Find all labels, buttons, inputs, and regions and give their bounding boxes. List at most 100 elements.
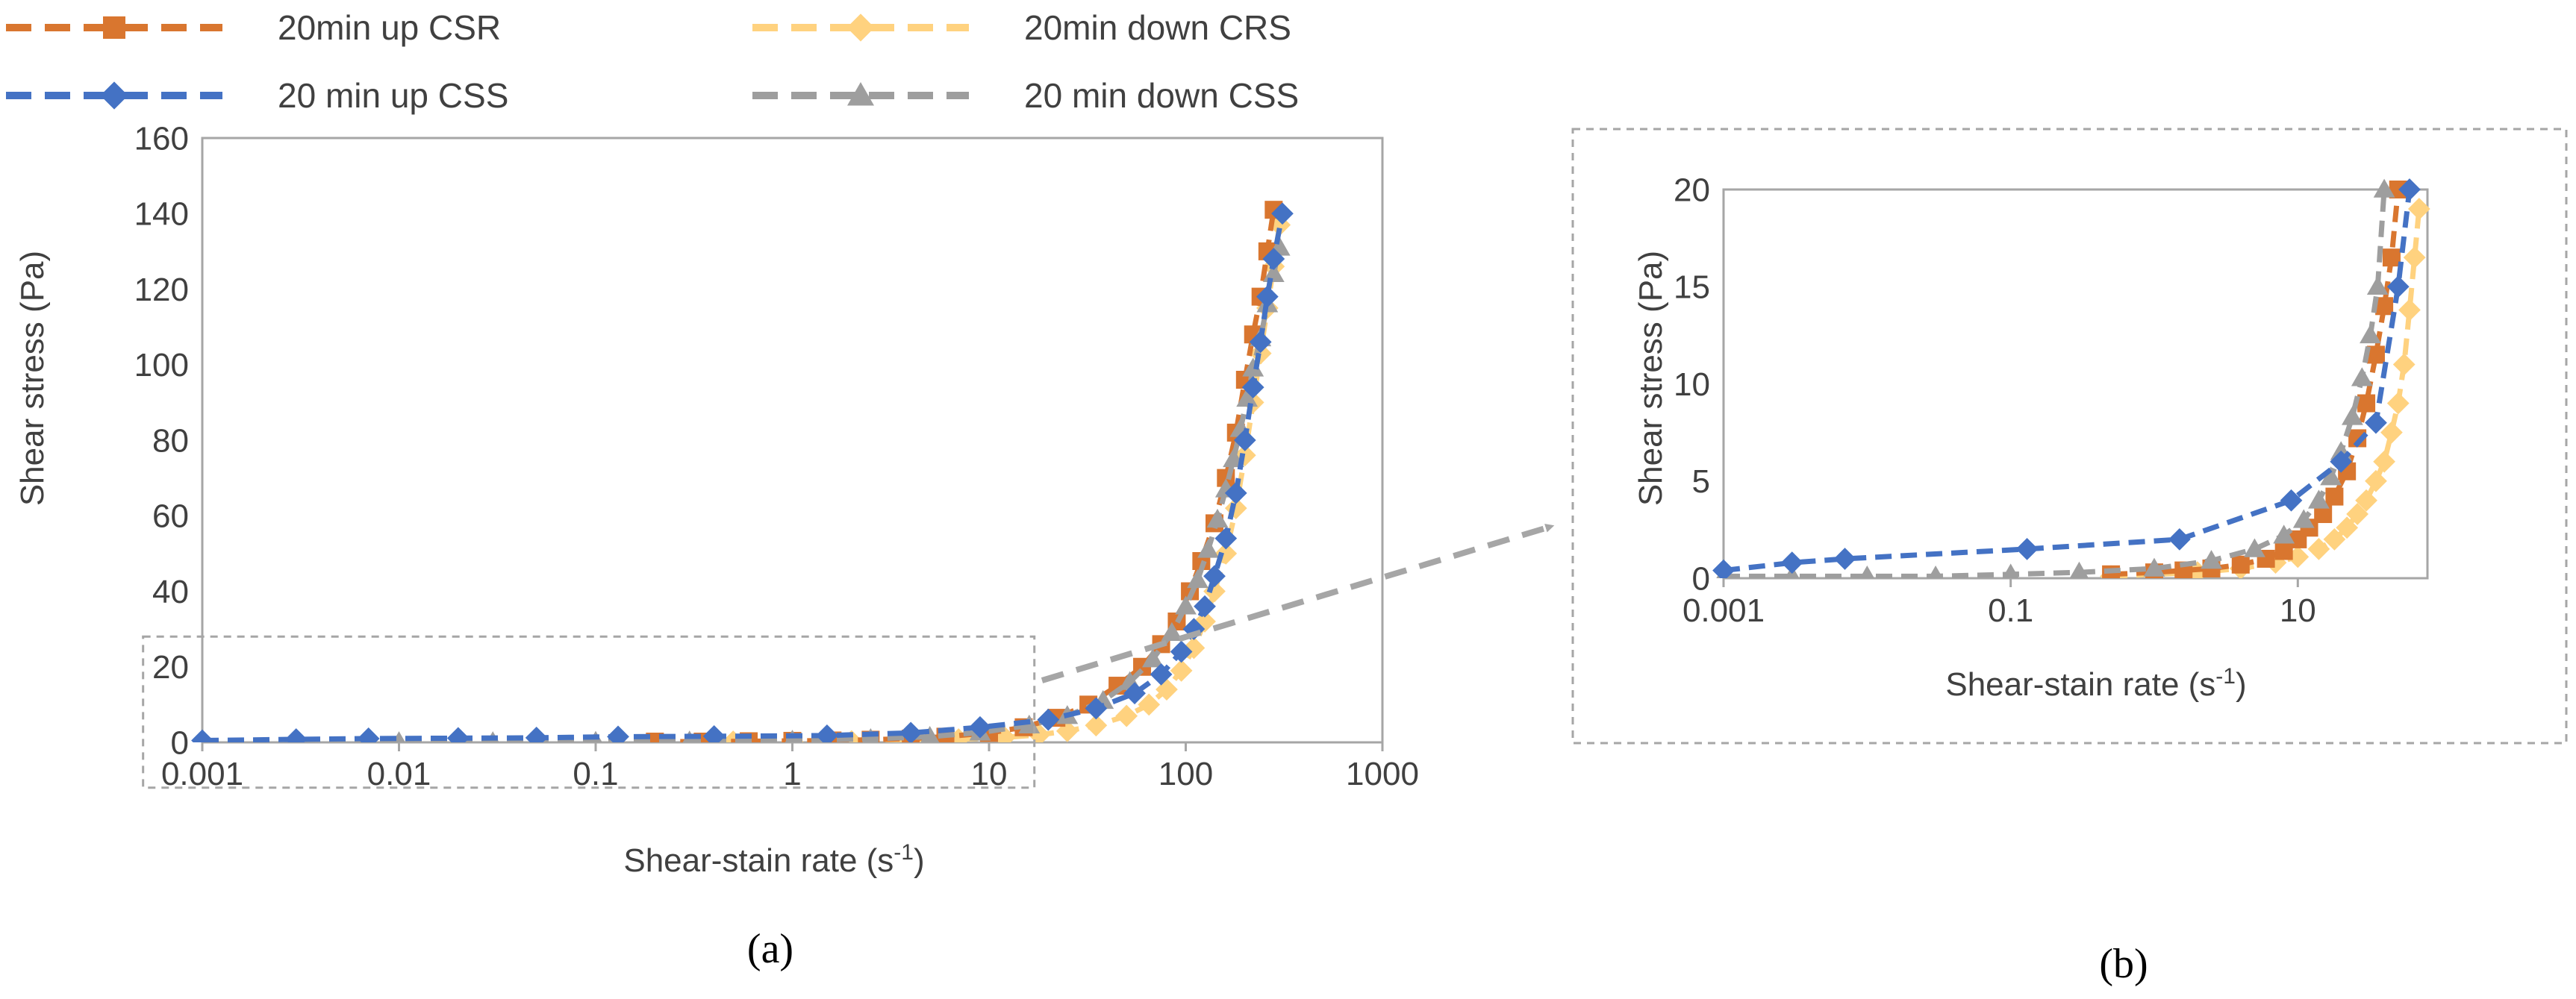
data-point-down-css (1141, 648, 1164, 668)
data-point-down-crs (993, 726, 1016, 742)
data-point-up-css (2386, 275, 2410, 298)
x-tick-label: 0.001 (161, 756, 243, 792)
x-tick-label: 0.1 (573, 756, 618, 792)
data-point-down-crs (2355, 489, 2377, 512)
legend-marker-square (103, 16, 125, 39)
series-up-css (1712, 178, 2421, 578)
y-tick-label: 140 (134, 196, 189, 233)
data-point-up-css (2398, 178, 2421, 201)
data-point-down-crs (2336, 516, 2359, 539)
data-point-down-css (2342, 406, 2363, 425)
data-point-down-crs (1170, 659, 1193, 682)
data-point-up-css (1150, 663, 1173, 686)
data-point-up-css (1170, 640, 1193, 663)
series-down-css (196, 237, 1291, 742)
data-point-down-css (1236, 387, 1259, 407)
legend-marker-diamond (100, 81, 128, 110)
y-tick-label: 120 (134, 272, 189, 308)
legend-label: 20 min down CSS (1024, 76, 1299, 115)
data-point-down-css (920, 726, 940, 742)
data-point-down-css (1262, 263, 1285, 283)
data-point-down-css (2320, 466, 2342, 486)
series-group-a (191, 201, 1294, 742)
inset-panel-box (1571, 128, 2568, 745)
data-point-up-csr (2231, 555, 2250, 574)
data-point-down-css (1206, 508, 1229, 528)
data-point-up-css (1123, 682, 1146, 705)
x-axis-title-b-sup: -1 (2215, 664, 2236, 689)
data-point-up-css (1271, 202, 1294, 225)
legend-label: 20min up CSR (278, 8, 501, 47)
data-point-down-css (2143, 557, 2165, 577)
y-tick-label: 20 (152, 649, 189, 686)
data-point-down-css (2069, 561, 2089, 578)
data-point-down-crs (2373, 450, 2395, 473)
chart-panel-a: 0.001 0.01 0.1 1 10 100 1000 0 20 40 60 80 100 120 140… (14, 120, 1419, 879)
data-point-up-css (816, 724, 838, 742)
data-point-down-css (2002, 563, 2019, 578)
data-point-up-css (607, 725, 629, 742)
data-point-up-css (899, 721, 923, 742)
data-point-up-css (1241, 376, 1264, 399)
legend-marker-diamond (846, 13, 875, 42)
data-point-down-crs (2346, 503, 2369, 525)
plot-area-frame-a (201, 137, 1384, 744)
x-tick-label: 10 (2280, 592, 2316, 629)
series-line-down-crs (733, 224, 1282, 742)
y-tick-label: 0 (171, 724, 189, 761)
x-axis-title-b-main: Shear-stain rate (s (1945, 666, 2215, 703)
y-axis-title-a: Shear stress (Pa) (14, 251, 51, 506)
data-point-down-crs (2365, 469, 2387, 492)
series-up-css (191, 202, 1294, 742)
y-tick-label: 160 (134, 120, 189, 157)
data-point-up-css (446, 727, 470, 742)
data-point-down-css (1187, 569, 1209, 589)
data-point-up-css (1256, 285, 1279, 308)
legend: 20min up CSR 20 min up CSS 20min down CRS 2… (6, 8, 1299, 115)
legend-entry-down-crs: 20min down CRS (752, 8, 1291, 47)
data-point-up-csr (2357, 394, 2376, 413)
data-point-up-css (1233, 429, 1256, 451)
panel-label-a: (a) (747, 926, 793, 972)
x-axis-title-a-main: Shear-stain rate (s (623, 842, 894, 879)
data-point-down-crs (2323, 528, 2346, 551)
y-tick-label: 60 (152, 498, 189, 535)
data-point-down-crs (1156, 678, 1178, 701)
data-point-up-css (1833, 548, 1856, 570)
y-tick-label: 0 (1692, 560, 1710, 597)
legend-entry-up-csr: 20min up CSR (6, 8, 501, 47)
data-point-up-css (2365, 411, 2387, 434)
data-point-down-crs (1194, 610, 1216, 633)
series-group-b (1712, 178, 2430, 578)
x-tick-label: 0.01 (367, 756, 431, 792)
y-axis-title-b: Shear stress (Pa) (1632, 251, 1669, 506)
data-point-up-css (1085, 697, 1108, 720)
data-point-down-crs (2286, 545, 2310, 569)
data-point-down-css (1161, 621, 1183, 641)
data-point-down-css (2201, 550, 2222, 569)
data-point-up-csr (2382, 248, 2401, 267)
data-point-down-crs (2407, 198, 2430, 220)
data-point-down-crs (2380, 421, 2403, 444)
data-point-up-css (284, 728, 308, 742)
data-point-up-css (2330, 450, 2353, 473)
data-point-down-css (1175, 595, 1197, 615)
data-point-up-css (1214, 527, 1238, 550)
x-axis-title-a-sup: -1 (894, 840, 914, 865)
data-point-up-css (2015, 538, 2039, 560)
x-tick-label: 100 (1158, 756, 1213, 792)
data-point-down-crs (1115, 704, 1138, 727)
data-point-down-crs (2398, 298, 2421, 322)
data-point-up-css (1037, 708, 1060, 731)
legend-label: 20min down CRS (1024, 8, 1291, 47)
legend-marker-triangle (847, 82, 874, 106)
series-down-css (1716, 178, 2395, 578)
data-point-up-css (1203, 565, 1226, 588)
zoom-callout-arrow (1041, 523, 1555, 683)
y-tick-label: 10 (1674, 366, 1710, 403)
data-point-down-css (2366, 275, 2389, 295)
x-tick-label: 1 (783, 756, 801, 792)
data-point-up-css (191, 729, 213, 742)
data-point-down-css (2244, 538, 2265, 557)
